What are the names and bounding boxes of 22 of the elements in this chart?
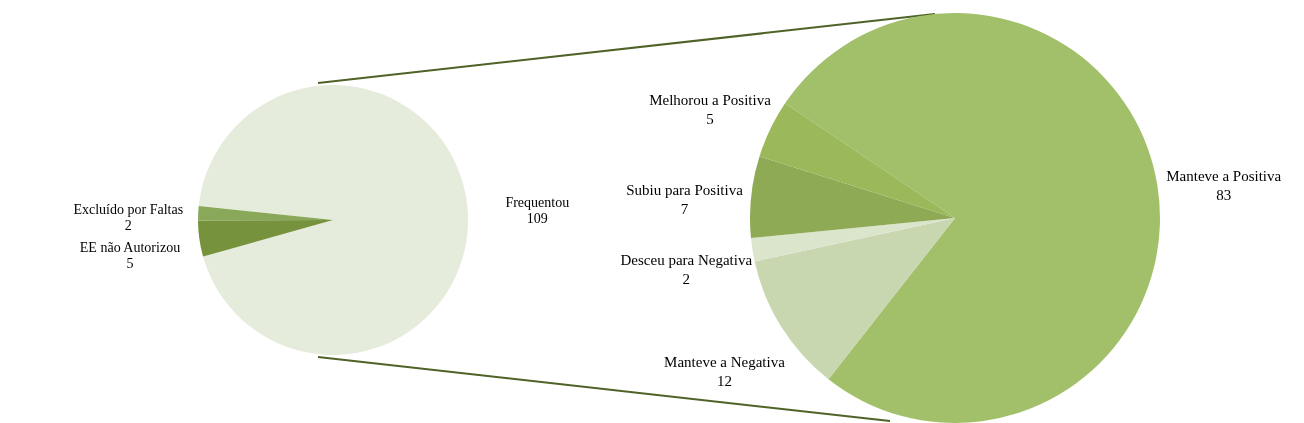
slice-label: Melhorou a Positiva [649, 91, 772, 108]
pie-slice [198, 85, 468, 355]
pie-slice [198, 220, 333, 257]
slice-label: Excluído por Faltas [73, 201, 184, 217]
pie-slice [759, 103, 955, 218]
data-label: 5 [706, 110, 714, 127]
data-label: 5 [126, 256, 134, 272]
slice-label: Manteve a Positiva [1166, 167, 1282, 184]
data-label: 7 [680, 200, 689, 217]
pie-slice [750, 156, 955, 239]
data-label: 2 [124, 217, 132, 233]
slice-label: Desceu para Negativa [620, 252, 753, 269]
slice-label: Frequentou [505, 194, 570, 210]
data-label: 83 [1216, 186, 1232, 203]
data-label: 109 [526, 210, 548, 226]
slice-label: EE não Autorizou [79, 240, 181, 256]
slice-label: Manteve a Negativa [664, 354, 786, 371]
slice-label: Subiu para Positiva [626, 181, 744, 198]
pie-slice [750, 218, 955, 262]
data-label: 2 [682, 271, 691, 288]
data-label: 12 [716, 373, 732, 390]
pie-slice [785, 13, 1160, 423]
